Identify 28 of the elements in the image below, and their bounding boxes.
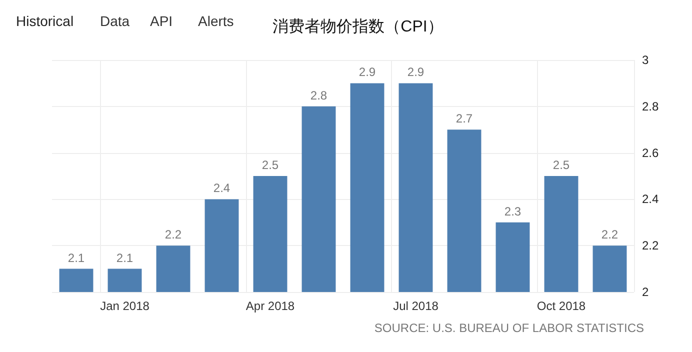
data-label: 2.9 xyxy=(358,65,376,80)
data-label: 2.5 xyxy=(552,158,570,172)
data-label: 2.7 xyxy=(456,112,473,126)
x-tick-label: Jan 2018 xyxy=(100,299,150,313)
data-label: 2.2 xyxy=(164,228,182,242)
text: Alerts xyxy=(198,13,234,29)
data-label: 2.4 xyxy=(213,181,230,196)
text: API xyxy=(150,13,173,29)
y-tick-label: 2.4 xyxy=(642,192,660,206)
x-tick-label: Oct 2018 xyxy=(536,299,586,313)
source-note: SOURCE: U.S. BUREAU OF LABOR STATISTICS xyxy=(374,321,644,335)
text: Data xyxy=(100,13,130,29)
y-tick-label: 2.2 xyxy=(642,238,660,253)
x-tick-label: Jul 2018 xyxy=(393,299,439,313)
data-label: 2.5 xyxy=(262,158,279,172)
y-tick-label: 2 xyxy=(642,285,649,299)
text: Historical xyxy=(16,13,74,29)
y-tick-label: 2.8 xyxy=(642,99,660,114)
x-tick-label: Apr 2018 xyxy=(246,299,295,313)
data-label: 2.2 xyxy=(601,228,618,242)
y-tick-label: 2.6 xyxy=(642,146,660,160)
data-label: 2.9 xyxy=(407,65,424,80)
y-tick-label: 3 xyxy=(642,53,649,67)
chart-title: 消费者物价指数（CPI） xyxy=(272,18,444,36)
data-label: 2.3 xyxy=(504,204,522,218)
data-label: 2.8 xyxy=(310,88,328,102)
data-label: 2.1 xyxy=(68,250,85,265)
data-label: 2.1 xyxy=(116,250,134,265)
